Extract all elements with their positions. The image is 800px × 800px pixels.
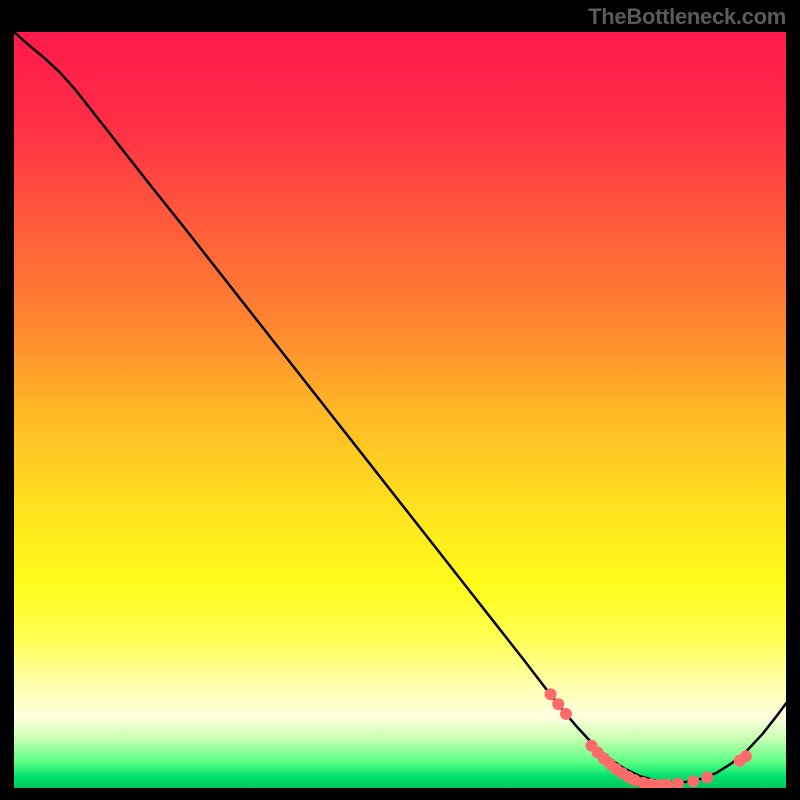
bottleneck-chart [14,32,786,788]
marker-dot [688,776,699,787]
marker-dot [553,699,564,710]
marker-dot [545,689,556,700]
marker-dot [702,772,713,783]
marker-dot [560,708,571,719]
marker-dot [740,751,751,762]
plot-background [14,32,786,788]
marker-dot [672,778,683,788]
marker-dot [661,779,672,788]
watermark-text: TheBottleneck.com [588,4,786,30]
plot-svg [14,32,786,788]
